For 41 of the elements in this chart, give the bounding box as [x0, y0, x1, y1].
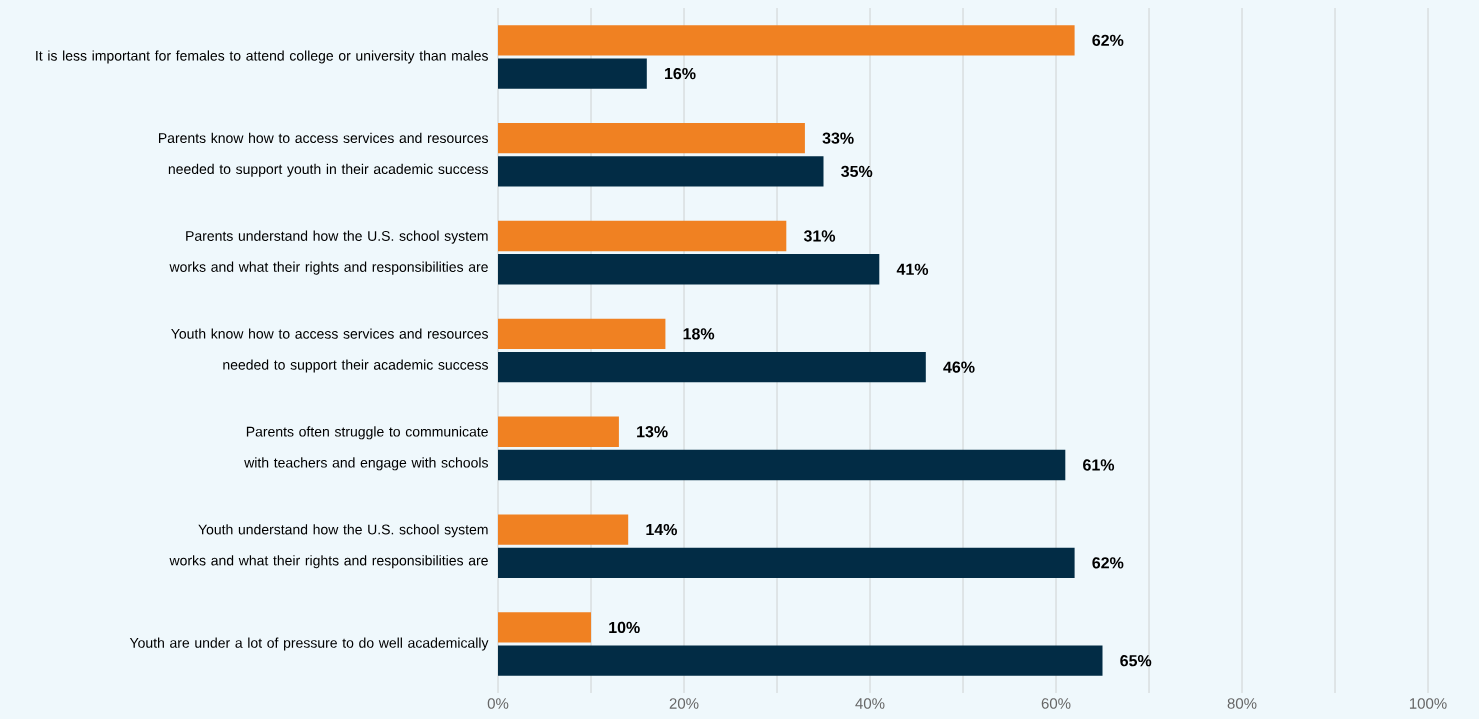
category-label: Parents know how to access services and resources needed to support youth in their academic success [158, 132, 488, 177]
data-label: 16% [665, 67, 696, 80]
data-label: 31% [803, 230, 836, 242]
x-tick-label: 40% [855, 698, 885, 709]
x-tick-label: 60% [1041, 698, 1071, 709]
bar [498, 58, 647, 89]
data-label: 61% [1083, 459, 1115, 471]
data-label: 65% [1120, 655, 1152, 667]
data-label: 35% [841, 165, 873, 178]
bar [498, 645, 1103, 676]
bar [498, 612, 592, 643]
bar [498, 156, 824, 187]
data-label: 33% [822, 132, 854, 144]
data-label: 46% [943, 361, 975, 373]
bar [498, 220, 787, 252]
x-tick-label: 20% [669, 698, 699, 709]
bar [498, 416, 619, 447]
bar [498, 318, 666, 350]
data-label: 13% [637, 426, 668, 438]
data-label: 18% [683, 328, 715, 340]
data-label: 10% [609, 621, 640, 634]
y-tick-label: It is less important for females to attend college or university than males [36, 50, 488, 64]
x-tick-label: 80% [1227, 698, 1257, 709]
category-label: Parents understand how the U.S. school system works and what their rights and responsibilities are [169, 230, 488, 275]
bar [498, 122, 805, 154]
data-label: 41% [896, 263, 929, 275]
x-tick-label: 0% [487, 698, 509, 709]
category-label: Parents often struggle to communicate with teachers and engage with schools [244, 426, 488, 471]
data-label: 62% [1092, 34, 1124, 46]
bar [498, 547, 1075, 579]
bar [498, 514, 629, 545]
category-label: Youth know how to access services and resources needed to support their academic success [171, 328, 488, 373]
bar [498, 254, 880, 285]
data-label: 14% [646, 523, 677, 536]
bar [498, 25, 1075, 56]
data-label: 62% [1092, 557, 1124, 569]
bar [498, 449, 1066, 481]
category-label: Youth understand how the U.S. school system works and what their rights and responsibilities are [169, 524, 488, 569]
y-tick-label: Youth are under a lot of pressure to do well academically [129, 637, 489, 651]
x-tick-label: 100% [1409, 698, 1447, 709]
bar [498, 351, 926, 383]
